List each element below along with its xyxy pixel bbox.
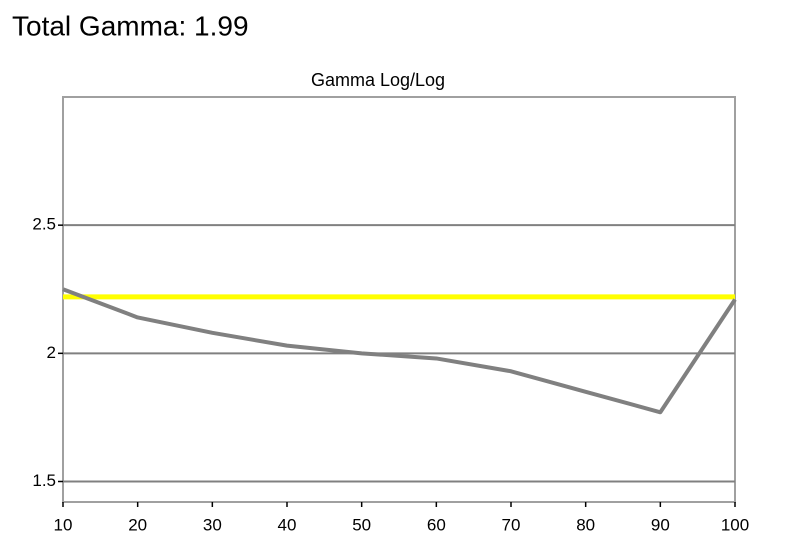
y-tick-label: 1.5 (32, 471, 56, 490)
y-tick-label: 2.5 (32, 215, 56, 234)
x-tick-label: 70 (502, 515, 521, 534)
x-tick-label: 90 (651, 515, 670, 534)
x-tick-label: 10 (54, 515, 73, 534)
page-title: Total Gamma: 1.99 (12, 10, 249, 41)
chart-title: Gamma Log/Log (311, 70, 445, 90)
x-tick-label: 60 (427, 515, 446, 534)
x-tick-label: 30 (203, 515, 222, 534)
y-tick-label: 2 (47, 343, 56, 362)
data-line (62, 287, 737, 415)
x-tick-label: 50 (352, 515, 371, 534)
x-tick-label: 80 (576, 515, 595, 534)
plot-frame (62, 96, 736, 503)
x-tick-label: 20 (128, 515, 147, 534)
x-tick-label: 40 (278, 515, 297, 534)
x-tick-label: 100 (721, 515, 749, 534)
